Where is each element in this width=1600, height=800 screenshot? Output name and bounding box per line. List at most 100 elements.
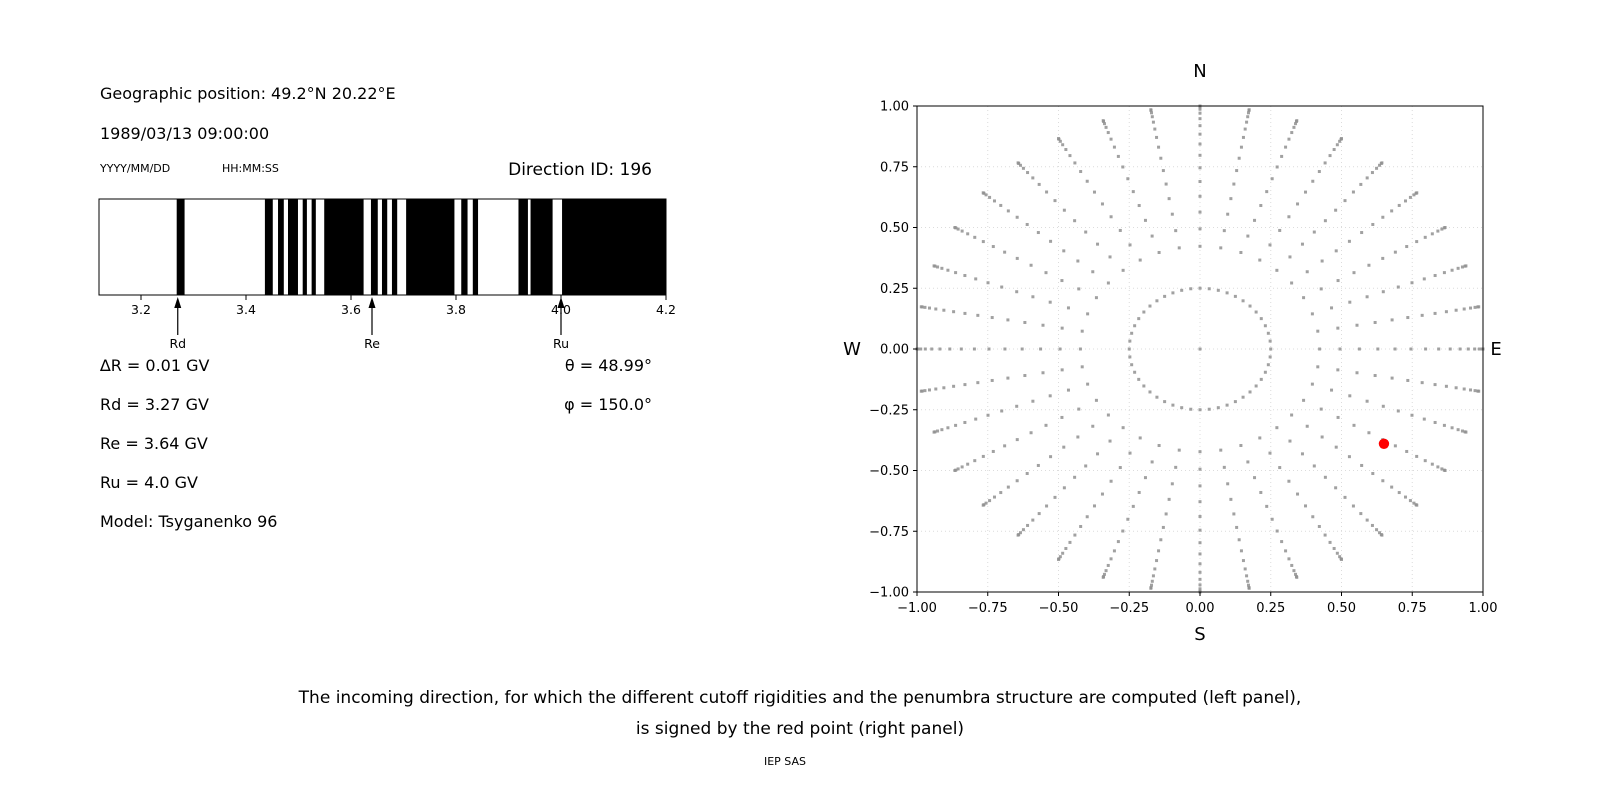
direction-dot — [1086, 312, 1090, 316]
direction-dot — [1031, 399, 1035, 403]
direction-dot — [1287, 137, 1291, 141]
direction-dot — [1258, 258, 1262, 262]
direction-dot — [1161, 169, 1165, 173]
direction-dot — [1198, 210, 1202, 214]
direction-dot — [1232, 182, 1236, 186]
penumbra-xtick-label: 3.2 — [131, 302, 151, 317]
penumbra-band — [302, 199, 307, 295]
direction-dot — [1064, 546, 1068, 550]
direction-dot — [1109, 479, 1113, 483]
penumbra-band — [370, 199, 378, 295]
direction-dot — [1410, 281, 1414, 285]
direction-dot — [1317, 524, 1321, 528]
direction-dot — [1469, 388, 1473, 392]
direction-dot — [956, 467, 960, 471]
direction-dot — [1143, 476, 1147, 480]
direction-dot — [1246, 579, 1250, 583]
direction-dot — [1304, 504, 1308, 508]
direction-dot — [1126, 517, 1130, 521]
direction-dot — [981, 240, 985, 244]
direction-dot — [1077, 407, 1081, 411]
direction-dot — [1290, 563, 1294, 567]
direction-dot — [1295, 575, 1299, 579]
direction-dot — [1352, 271, 1356, 275]
direction-dot — [1085, 179, 1089, 183]
direction-dot — [1084, 230, 1088, 234]
direction-dot — [1164, 182, 1168, 186]
direction-dot — [1436, 229, 1440, 233]
direction-dot — [1393, 347, 1397, 351]
direction-dot — [1198, 541, 1202, 545]
direction-dot — [1153, 127, 1157, 131]
direction-dot — [1371, 472, 1375, 476]
direction-dot — [1049, 239, 1053, 243]
direction-dot — [1405, 245, 1409, 249]
direction-dot — [1290, 413, 1294, 417]
direction-dot — [1396, 409, 1400, 413]
direction-dot — [1198, 552, 1202, 556]
direction-dot — [1381, 215, 1385, 219]
direction-dot — [1003, 444, 1007, 448]
direction-dot — [1167, 197, 1171, 201]
direction-dot — [1127, 347, 1131, 351]
penumbra-band — [562, 199, 666, 295]
scatter-ytick-label: 0.50 — [880, 221, 909, 236]
direction-dot — [1116, 540, 1120, 544]
direction-dot — [1412, 501, 1416, 505]
direction-dot — [1058, 555, 1062, 559]
direction-dot — [1198, 467, 1202, 471]
direction-dot — [1106, 413, 1110, 417]
direction-dot — [1320, 435, 1324, 439]
scatter-ytick-label: 0.75 — [880, 160, 909, 175]
direction-dot — [1150, 111, 1154, 115]
direction-dot — [1347, 239, 1351, 243]
penumbra-band — [311, 199, 316, 295]
direction-dot — [1334, 445, 1338, 449]
direction-dot — [1246, 111, 1250, 115]
direction-dot — [1000, 285, 1004, 289]
direction-dot — [1355, 371, 1359, 375]
direction-dot — [1340, 557, 1343, 561]
direction-dot — [1037, 512, 1041, 516]
direction-dot — [1239, 444, 1243, 448]
direction-dot — [1334, 208, 1338, 212]
direction-dot — [1477, 305, 1481, 309]
direction-dot — [1444, 310, 1448, 314]
direction-dot — [1198, 244, 1202, 248]
direction-dot — [1423, 459, 1427, 463]
direction-dot — [1198, 514, 1202, 518]
direction-dot — [1266, 363, 1270, 367]
direction-dot — [992, 199, 996, 203]
direction-dot — [1170, 212, 1174, 216]
direction-dot — [1405, 449, 1409, 453]
direction-dot — [976, 313, 980, 317]
direction-dot — [1207, 407, 1211, 411]
direction-dot — [919, 305, 923, 309]
direction-dot — [1021, 528, 1025, 532]
direction-dot — [1102, 572, 1106, 576]
direction-dot — [1330, 388, 1334, 392]
direction-dot — [1137, 317, 1141, 321]
direction-dot — [1104, 569, 1108, 573]
direction-dot — [960, 465, 964, 469]
direction-dot — [1149, 586, 1153, 590]
direction-dot — [1003, 347, 1007, 351]
direction-dot — [1198, 132, 1202, 136]
cardinal-label-south: S — [1194, 624, 1205, 645]
direction-dot — [1060, 415, 1064, 419]
direction-dot — [1198, 587, 1202, 591]
direction-dot — [990, 378, 994, 382]
scatter-xtick-label: 0.00 — [1186, 601, 1215, 616]
direction-dot — [972, 347, 976, 351]
direction-dot — [1328, 154, 1332, 158]
direction-dot — [1365, 295, 1369, 299]
direction-dot — [1137, 490, 1141, 494]
direction-dot — [1246, 460, 1250, 464]
direction-dot — [1198, 194, 1202, 198]
direction-dot — [992, 495, 996, 499]
direction-dot — [1155, 135, 1159, 139]
direction-dot — [1157, 549, 1161, 553]
direction-dot — [1045, 190, 1049, 194]
direction-dot — [932, 264, 936, 268]
